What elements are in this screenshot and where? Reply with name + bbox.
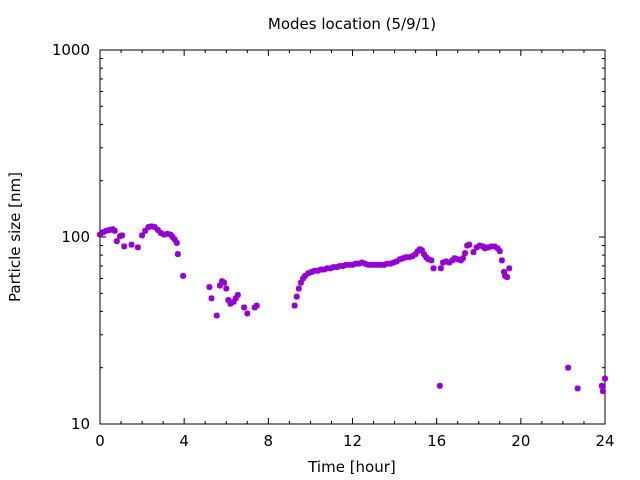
data-point <box>223 285 230 292</box>
data-point <box>128 241 135 248</box>
data-point <box>506 265 513 272</box>
data-point <box>241 304 248 311</box>
y-tick-label: 100 <box>61 228 90 246</box>
data-point <box>113 238 120 245</box>
data-point <box>598 382 605 389</box>
data-point <box>173 239 180 246</box>
axis-ticks: 0 4 8 12 16 20 24 10 100 1000 <box>52 41 615 450</box>
data-point <box>234 291 241 298</box>
data-point <box>470 249 477 256</box>
data-point <box>151 224 158 231</box>
data-points <box>97 223 608 395</box>
data-point <box>213 312 220 319</box>
data-point <box>466 241 473 248</box>
data-point <box>119 232 126 239</box>
data-point <box>430 265 437 272</box>
data-point <box>139 232 146 239</box>
data-point <box>437 265 444 272</box>
data-point <box>459 255 466 262</box>
data-point <box>174 251 181 258</box>
x-tick-label: 20 <box>511 432 530 450</box>
x-tick-label: 4 <box>179 432 189 450</box>
data-point <box>253 302 260 309</box>
data-point <box>498 257 505 264</box>
data-point <box>291 302 298 309</box>
x-tick-label: 0 <box>95 432 105 450</box>
data-point <box>244 310 251 317</box>
data-point <box>496 248 503 255</box>
data-point <box>393 258 400 265</box>
y-tick-label: 1000 <box>52 41 90 59</box>
y-tick-label: 10 <box>71 415 90 433</box>
data-point <box>134 244 141 251</box>
data-point <box>295 285 302 292</box>
data-point <box>293 293 300 300</box>
data-point <box>221 279 228 286</box>
x-tick-label: 8 <box>264 432 274 450</box>
plot-frame <box>99 49 606 425</box>
data-point <box>574 385 581 392</box>
data-point <box>154 227 161 234</box>
x-tick-label: 24 <box>595 432 614 450</box>
data-point <box>180 272 187 279</box>
data-point <box>302 272 309 279</box>
data-point <box>565 364 572 371</box>
data-point <box>121 243 128 250</box>
data-point <box>428 257 435 264</box>
x-tick-label: 16 <box>427 432 446 450</box>
x-axis-label: Time [hour] <box>307 458 396 476</box>
data-point <box>602 375 608 382</box>
data-point <box>206 284 213 291</box>
chart-title: Modes location (5/9/1) <box>268 15 436 33</box>
x-tick-label: 12 <box>343 432 362 450</box>
data-point <box>111 227 118 234</box>
y-axis-label: Particle size [nm] <box>6 172 24 302</box>
data-point <box>599 388 606 395</box>
data-point <box>462 250 469 257</box>
data-point <box>208 295 215 302</box>
data-point <box>436 382 443 389</box>
data-point <box>504 274 511 281</box>
